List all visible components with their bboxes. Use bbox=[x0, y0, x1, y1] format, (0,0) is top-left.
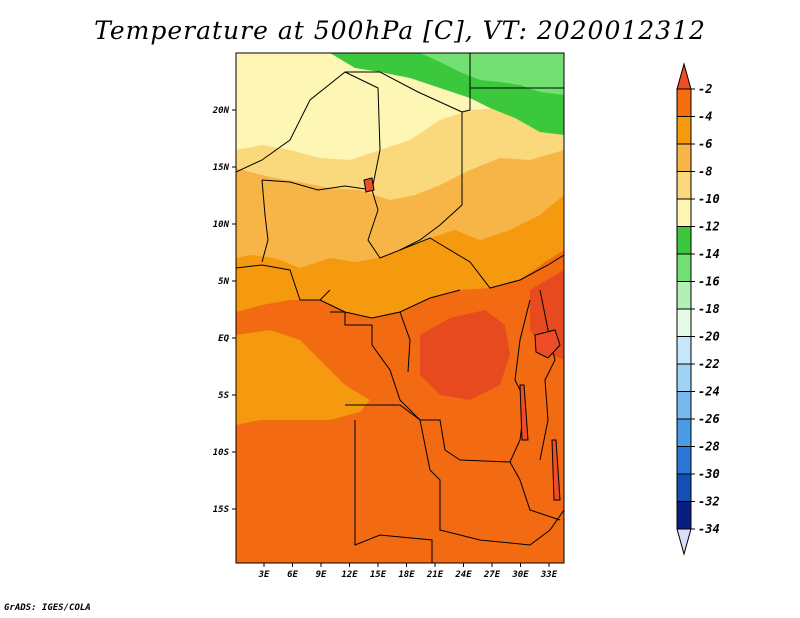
border-13 bbox=[261, 179, 269, 263]
colorbar-label: -6 bbox=[698, 137, 712, 151]
colorbar-swatch bbox=[676, 363, 692, 392]
border-1 bbox=[236, 71, 463, 251]
colorbar-label: -30 bbox=[698, 467, 720, 481]
lon-tick-label: 9E bbox=[316, 570, 327, 580]
colorbar-label: -4 bbox=[698, 110, 712, 124]
border-7 bbox=[319, 289, 461, 319]
temperature-field bbox=[236, 53, 564, 563]
colorbar: -2 -4 -6 -8 -10 -12 -14 -16 -18 -20 -22 -24 -26 -28 -3… bbox=[676, 62, 720, 556]
map-title: Temperature at 500hPa [C], VT: 202001231… bbox=[94, 16, 706, 45]
lat-tick-label: 15N bbox=[213, 163, 230, 173]
map-frame bbox=[235, 52, 565, 564]
colorbar-swatch bbox=[676, 391, 692, 420]
colorbar-label: -24 bbox=[698, 385, 720, 399]
lat-tick-label: 10N bbox=[213, 220, 230, 230]
lat-tick-label: 5N bbox=[218, 277, 229, 287]
border-12 bbox=[539, 289, 556, 461]
colorbar-label: -28 bbox=[698, 440, 720, 454]
colorbar-swatch bbox=[676, 116, 692, 145]
colorbar-label: -32 bbox=[698, 495, 720, 509]
latitude-axis: 20N 15N 10N 5N EQ 5S 10S 15S bbox=[212, 106, 236, 515]
longitude-axis: 3E 6E 9E 12E 15E 18E 21E 24E 27E 30E 33E bbox=[258, 563, 558, 580]
colorbar-label: -14 bbox=[698, 247, 720, 261]
lakes bbox=[363, 177, 561, 501]
lon-tick-label: 27E bbox=[483, 570, 501, 580]
border-6 bbox=[236, 264, 331, 301]
border-10 bbox=[354, 420, 433, 563]
lon-tick-label: 21E bbox=[426, 570, 444, 580]
colorbar-swatch bbox=[676, 253, 692, 282]
colorbar-swatch bbox=[676, 88, 692, 117]
colorbar-label: -8 bbox=[698, 165, 712, 179]
colorbar-label: -26 bbox=[698, 412, 720, 426]
border-3 bbox=[461, 53, 471, 113]
lake-tanganyika bbox=[519, 384, 529, 441]
colorbar-label: -16 bbox=[698, 275, 720, 289]
colorbar-label: -34 bbox=[698, 522, 720, 536]
lat-tick-label: EQ bbox=[218, 334, 229, 344]
border-9 bbox=[345, 404, 564, 546]
colorbar-swatch bbox=[676, 143, 692, 172]
lake-malawi bbox=[551, 439, 561, 501]
colorbar-swatch bbox=[676, 226, 692, 255]
field-orange-south bbox=[236, 330, 370, 425]
lon-tick-label: 12E bbox=[341, 570, 358, 580]
lon-tick-label: 18E bbox=[398, 570, 415, 580]
colorbar-swatch bbox=[676, 473, 692, 502]
colorbar-cap-top bbox=[676, 62, 692, 90]
colorbar-label: -10 bbox=[698, 192, 720, 206]
border-14 bbox=[399, 311, 411, 373]
field-deep-red bbox=[420, 310, 510, 400]
lon-tick-label: 15E bbox=[370, 570, 387, 580]
colorbar-label: -12 bbox=[698, 220, 720, 234]
field-light-green bbox=[420, 53, 564, 95]
lon-tick-label: 24E bbox=[454, 570, 472, 580]
lon-tick-label: 30E bbox=[511, 570, 529, 580]
colorbar-swatch bbox=[676, 336, 692, 365]
lon-tick-label: 3E bbox=[258, 570, 270, 580]
border-11 bbox=[509, 461, 561, 521]
colorbar-cap-bottom bbox=[676, 528, 692, 556]
lon-tick-label: 33E bbox=[540, 570, 558, 580]
lake-victoria bbox=[534, 329, 561, 359]
lon-tick-label: 6E bbox=[287, 570, 298, 580]
colorbar-swatch bbox=[676, 501, 692, 530]
colorbar-label: -20 bbox=[698, 330, 720, 344]
colorbar-label: -2 bbox=[698, 82, 712, 96]
lat-tick-label: 5S bbox=[218, 391, 229, 401]
border-2 bbox=[344, 71, 381, 191]
colorbar-swatch bbox=[676, 171, 692, 200]
colorbar-label: -22 bbox=[698, 357, 720, 371]
footer-credit: GrADS: IGES/COLA bbox=[4, 603, 91, 613]
lat-tick-label: 15S bbox=[213, 505, 230, 515]
lat-tick-label: 20N bbox=[212, 106, 230, 116]
border-5 bbox=[261, 179, 564, 289]
lat-tick-label: 10S bbox=[213, 448, 230, 458]
colorbar-swatch bbox=[676, 418, 692, 447]
lake-chad bbox=[363, 177, 375, 193]
colorbar-swatch bbox=[676, 308, 692, 337]
colorbar-swatch bbox=[676, 281, 692, 310]
colorbar-label: -18 bbox=[698, 302, 720, 316]
colorbar-swatch bbox=[676, 446, 692, 475]
colorbar-swatch bbox=[676, 198, 692, 227]
country-borders bbox=[236, 53, 564, 563]
